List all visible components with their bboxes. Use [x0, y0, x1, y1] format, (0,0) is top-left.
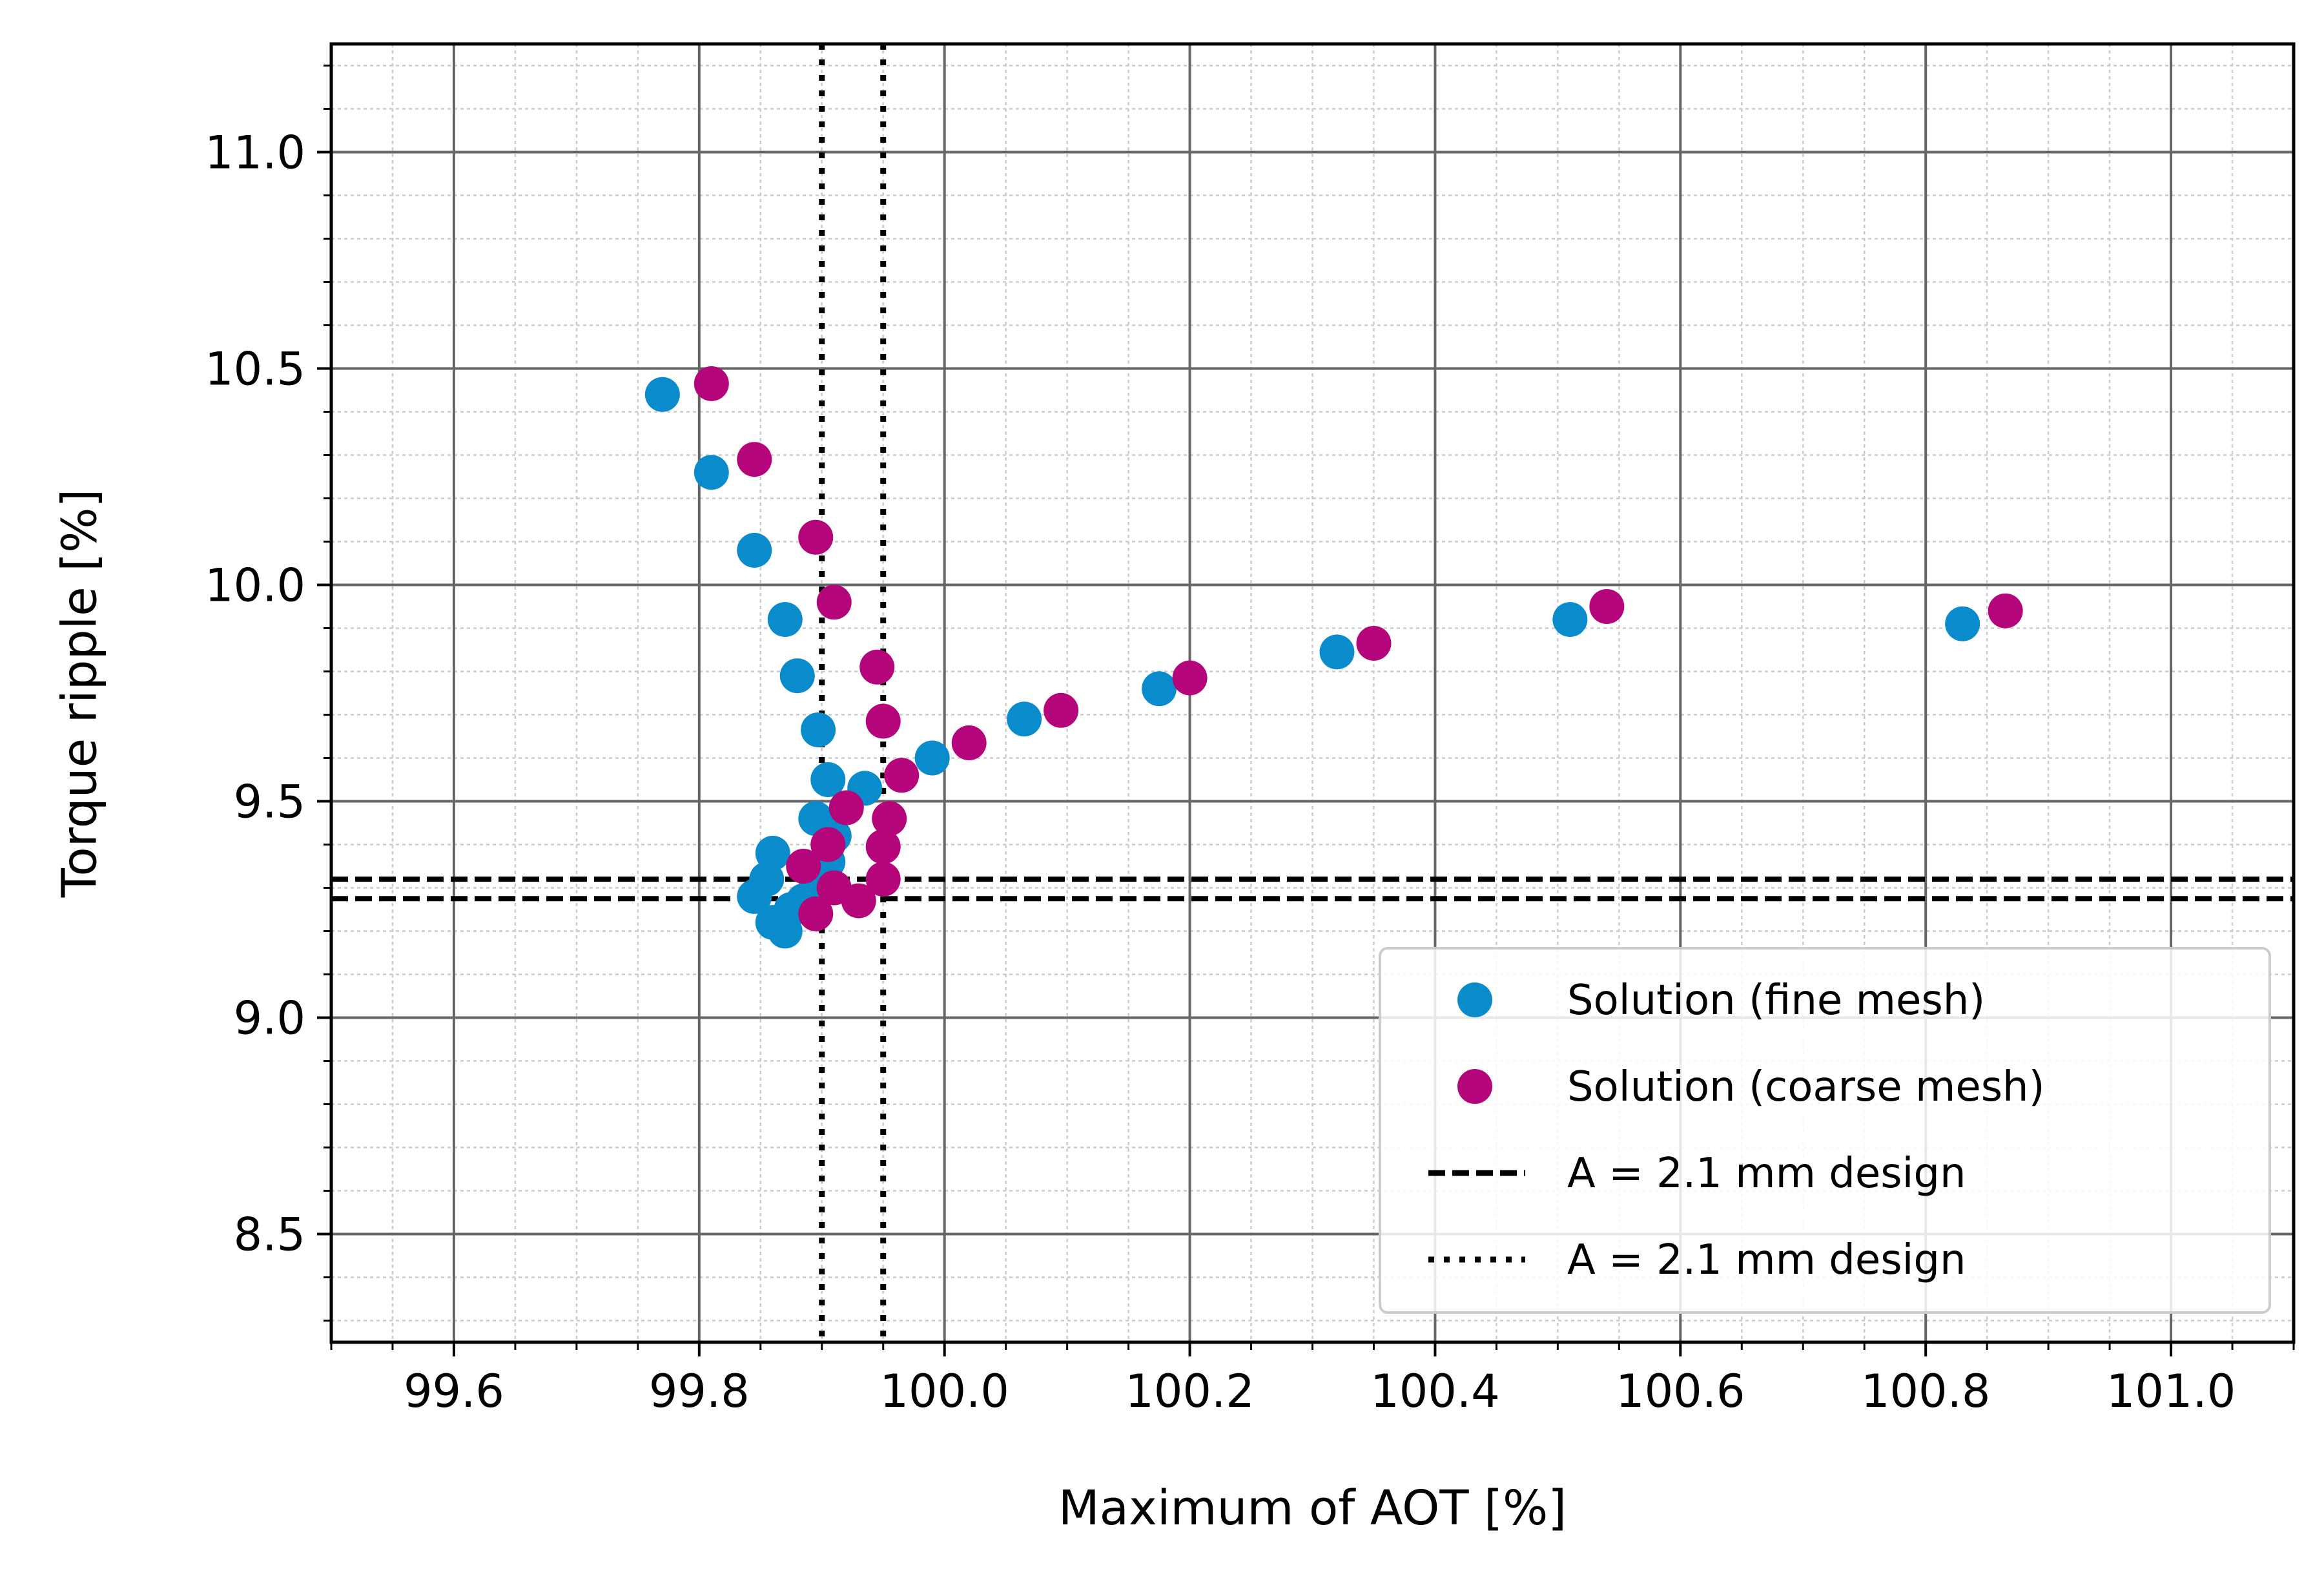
legend-item: A = 2.1 mm design — [1428, 1150, 1966, 1198]
coarse-mesh-point — [859, 649, 895, 685]
coarse-mesh-point — [1356, 625, 1392, 661]
fine-mesh-point — [737, 532, 772, 568]
coarse-mesh-point — [694, 366, 729, 401]
x-axis-title: Maximum of AOT [%] — [1058, 1480, 1567, 1536]
fine-mesh-point — [801, 712, 836, 747]
x-tick-label: 99.6 — [404, 1365, 504, 1418]
x-tick-label: 100.0 — [879, 1365, 1009, 1418]
coarse-mesh-point — [884, 758, 920, 793]
coarse-mesh-point — [951, 725, 987, 761]
coarse-mesh-point — [810, 827, 846, 862]
fine-mesh-point — [779, 658, 815, 694]
y-tick-label: 8.5 — [234, 1209, 305, 1261]
y-tick-label: 9.5 — [234, 776, 305, 829]
axis-ticks — [317, 65, 2295, 1356]
coarse-mesh-point — [1172, 660, 1208, 696]
legend-item: Solution (coarse mesh) — [1457, 1063, 2045, 1111]
coarse-mesh-point — [737, 442, 772, 477]
tick-labels: 99.6 99.8 100.0 100.2 100.4 100.6 100.8 101.0 8.… — [205, 127, 2236, 1418]
reference-lines — [331, 44, 2294, 1342]
legend-label: A = 2.1 mm design — [1567, 1236, 1966, 1284]
coarse-mesh-point — [872, 801, 907, 836]
fine-mesh-point — [914, 740, 950, 776]
coarse-mesh-point — [828, 790, 864, 825]
fine-mesh-point — [1945, 606, 1980, 641]
x-tick-label: 100.2 — [1125, 1365, 1254, 1418]
coarse-mesh-point — [1589, 589, 1625, 624]
x-tick-label: 100.6 — [1616, 1365, 1745, 1418]
coarse-mesh-point — [798, 519, 834, 555]
legend-marker — [1457, 1069, 1492, 1104]
legend-marker — [1457, 982, 1492, 1017]
fine-mesh-point — [810, 762, 846, 797]
coarse-mesh-point — [816, 585, 852, 620]
x-tick-label: 99.8 — [649, 1365, 750, 1418]
y-tick-label: 10.0 — [205, 559, 305, 612]
x-tick-label: 101.0 — [2106, 1365, 2236, 1418]
legend-item: A = 2.1 mm design — [1428, 1236, 1966, 1284]
legend-item: Solution (fine mesh) — [1457, 977, 1985, 1024]
legend: Solution (fine mesh) Solution (coarse mes… — [1379, 947, 2271, 1314]
fine-mesh-point — [737, 878, 772, 914]
legend-label: A = 2.1 mm design — [1567, 1150, 1966, 1198]
fine-mesh-point — [1552, 602, 1588, 638]
y-tick-label: 10.5 — [205, 343, 305, 396]
y-axis-title: Torque ripple [%] — [52, 489, 108, 898]
coarse-mesh-point — [798, 896, 834, 931]
coarse-mesh-point — [865, 862, 901, 897]
data-points — [644, 366, 2023, 949]
coarse-mesh-point — [1044, 692, 1079, 728]
y-tick-label: 11.0 — [205, 127, 305, 180]
coarse-mesh-point — [1988, 593, 2023, 628]
coarse-mesh-point — [865, 703, 901, 739]
fine-mesh-point — [644, 377, 680, 412]
fine-mesh-point — [1142, 671, 1177, 707]
coarse-mesh-point — [865, 829, 901, 864]
fine-mesh-point — [694, 455, 729, 490]
legend-box — [1379, 947, 2271, 1314]
legend-label: Solution (coarse mesh) — [1567, 1063, 2045, 1111]
y-tick-label: 9.0 — [234, 992, 305, 1045]
legend-label: Solution (fine mesh) — [1567, 977, 1985, 1024]
x-tick-label: 100.4 — [1370, 1365, 1499, 1418]
fine-mesh-point — [767, 602, 803, 638]
x-tick-label: 100.8 — [1861, 1365, 1990, 1418]
coarse-mesh-point — [841, 883, 876, 919]
fine-mesh-point — [1007, 701, 1042, 737]
coarse-mesh-point — [786, 849, 821, 884]
fine-mesh-point — [1319, 634, 1355, 670]
